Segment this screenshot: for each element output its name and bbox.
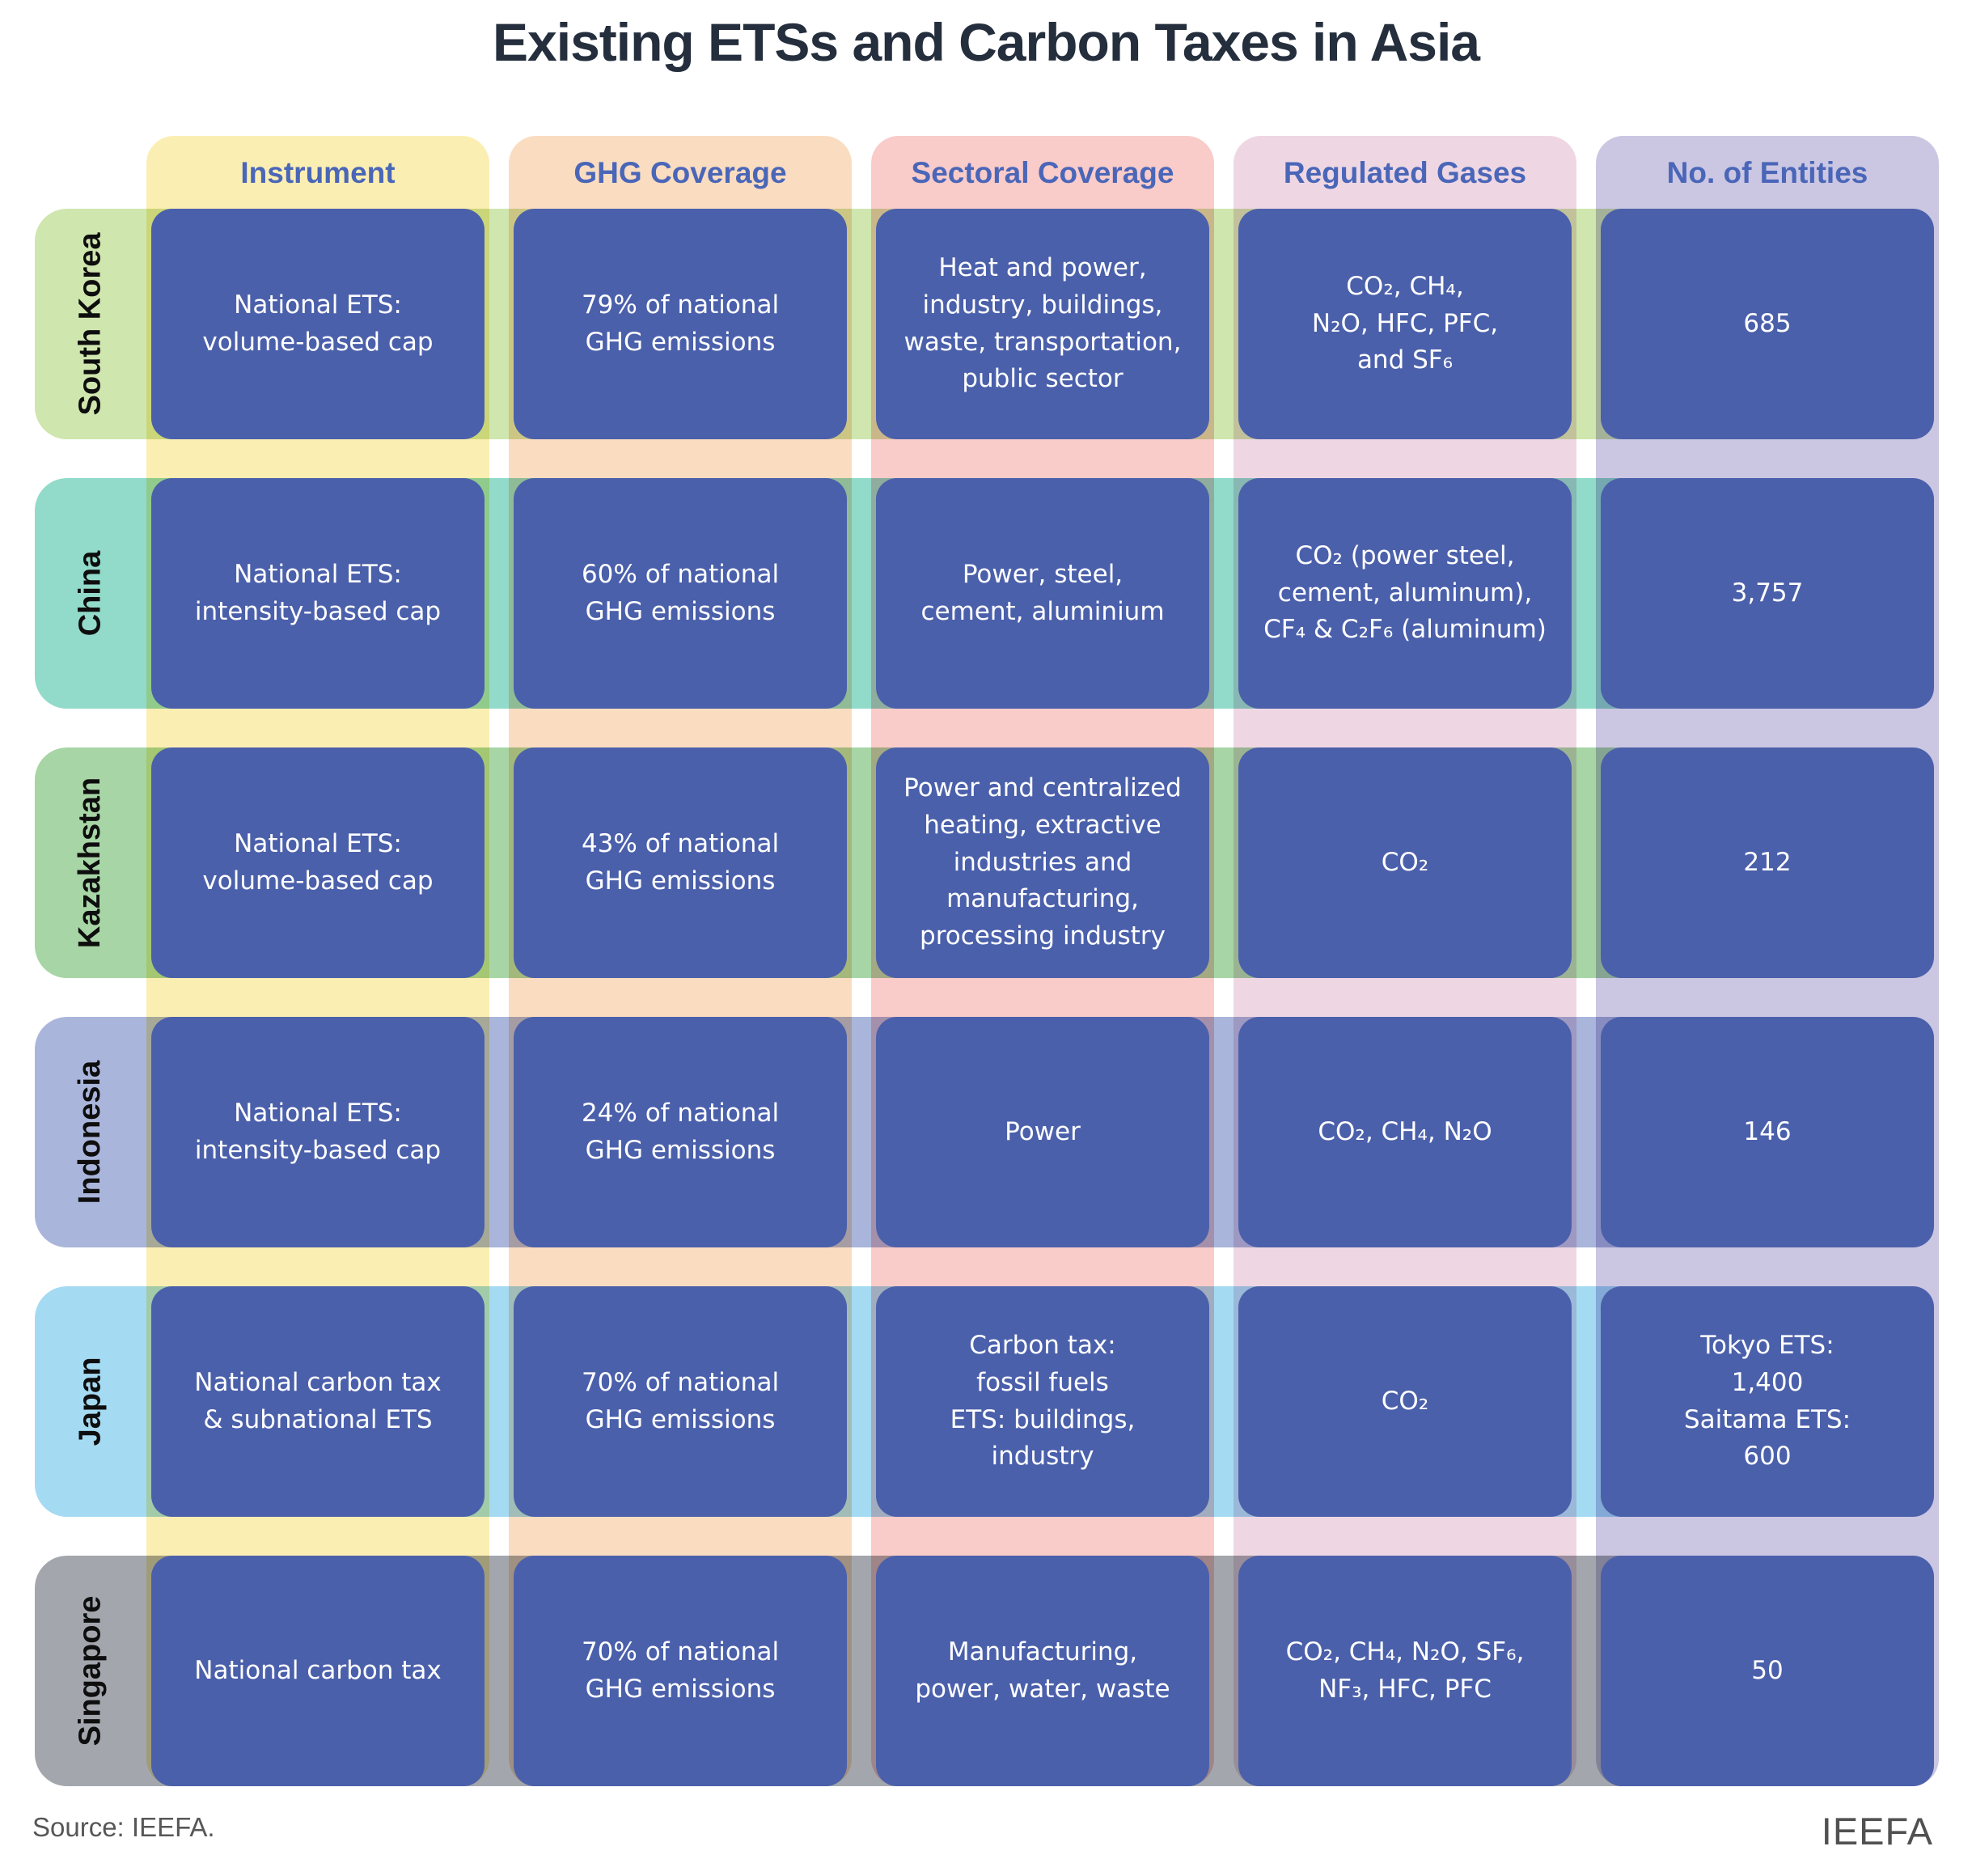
cell-china-ghg-coverage: 60% of national GHG emissions — [514, 478, 847, 709]
row-label-south-korea: South Korea — [35, 209, 146, 439]
row-label-text: South Korea — [73, 232, 108, 416]
cell-south-korea-instrument: National ETS: volume-based cap — [151, 209, 485, 439]
cell-indonesia-ghg-coverage: 24% of national GHG emissions — [514, 1017, 847, 1247]
cell-kazakhstan-regulated-gases: CO₂ — [1238, 747, 1572, 978]
row-label-japan: Japan — [35, 1286, 146, 1517]
column-header-instrument: Instrument — [240, 156, 396, 189]
cell-japan-instrument: National carbon tax & subnational ETS — [151, 1286, 485, 1517]
cell-japan-sectoral-coverage: Carbon tax: fossil fuels ETS: buildings,… — [876, 1286, 1209, 1517]
column-header-ghg-coverage: GHG Coverage — [573, 156, 787, 189]
cell-indonesia-no-of-entities: 146 — [1601, 1017, 1934, 1247]
page-title: Existing ETSs and Carbon Taxes in Asia — [493, 12, 1480, 72]
ieefa-wordmark: IEEFA — [1821, 1810, 1933, 1853]
column-header-sectoral-coverage: Sectoral Coverage — [911, 156, 1174, 189]
cell-south-korea-regulated-gases: CO₂, CH₄, N₂O, HFC, PFC, and SF₆ — [1238, 209, 1572, 439]
cell-singapore-ghg-coverage: 70% of national GHG emissions — [514, 1556, 847, 1786]
cell-kazakhstan-no-of-entities: 212 — [1601, 747, 1934, 978]
row-label-text: Japan — [73, 1357, 108, 1446]
cell-china-regulated-gases: CO₂ (power steel, cement, aluminum), CF₄… — [1238, 478, 1572, 709]
column-header-regulated-gases: Regulated Gases — [1283, 156, 1527, 189]
column-header-no-of-entities: No. of Entities — [1666, 156, 1868, 189]
cell-singapore-no-of-entities: 50 — [1601, 1556, 1934, 1786]
cell-indonesia-regulated-gases: CO₂, CH₄, N₂O — [1238, 1017, 1572, 1247]
cell-kazakhstan-ghg-coverage: 43% of national GHG emissions — [514, 747, 847, 978]
cell-japan-ghg-coverage: 70% of national GHG emissions — [514, 1286, 847, 1517]
cell-singapore-sectoral-coverage: Manufacturing, power, water, waste — [876, 1556, 1209, 1786]
cell-japan-regulated-gases: CO₂ — [1238, 1286, 1572, 1517]
cell-singapore-regulated-gases: CO₂, CH₄, N₂O, SF₆, NF₃, HFC, PFC — [1238, 1556, 1572, 1786]
row-label-kazakhstan: Kazakhstan — [35, 747, 146, 978]
cell-china-no-of-entities: 3,757 — [1601, 478, 1934, 709]
row-label-singapore: Singapore — [35, 1556, 146, 1786]
row-label-china: China — [35, 478, 146, 709]
cell-china-sectoral-coverage: Power, steel, cement, aluminium — [876, 478, 1209, 709]
cell-indonesia-sectoral-coverage: Power — [876, 1017, 1209, 1247]
cell-kazakhstan-instrument: National ETS: volume-based cap — [151, 747, 485, 978]
cell-south-korea-ghg-coverage: 79% of national GHG emissions — [514, 209, 847, 439]
row-label-text: Kazakhstan — [73, 777, 108, 949]
cell-south-korea-sectoral-coverage: Heat and power, industry, buildings, was… — [876, 209, 1209, 439]
cell-south-korea-no-of-entities: 685 — [1601, 209, 1934, 439]
source-note: Source: IEEFA. — [32, 1812, 215, 1842]
cell-indonesia-instrument: National ETS: intensity-based cap — [151, 1017, 485, 1247]
row-label-indonesia: Indonesia — [35, 1017, 146, 1247]
cell-kazakhstan-sectoral-coverage: Power and centralized heating, extractiv… — [876, 747, 1209, 978]
row-label-text: China — [73, 550, 108, 637]
cell-singapore-instrument: National carbon tax — [151, 1556, 485, 1786]
cell-china-instrument: National ETS: intensity-based cap — [151, 478, 485, 709]
row-label-text: Indonesia — [73, 1060, 108, 1205]
row-label-text: Singapore — [73, 1595, 108, 1747]
cell-japan-no-of-entities: Tokyo ETS: 1,400 Saitama ETS: 600 — [1601, 1286, 1934, 1517]
